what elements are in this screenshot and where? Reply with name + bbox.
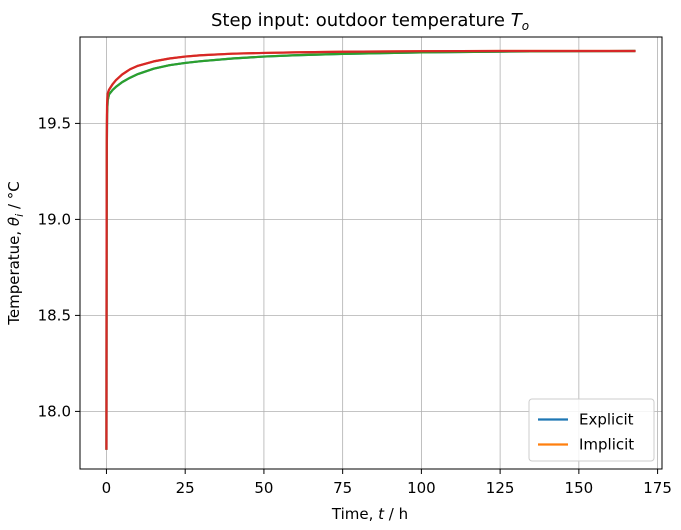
y-axis-label-text: Temperatue,: [5, 226, 23, 326]
chart-title-math: T: [511, 10, 524, 31]
chart-title-sub: o: [522, 19, 529, 33]
grid: [80, 37, 662, 469]
x-tick-label: 75: [333, 479, 352, 497]
y-tick-label: 18.5: [38, 306, 71, 324]
y-axis-label-sub: i: [13, 214, 26, 217]
chart-title-text: Step input: outdoor temperature: [211, 10, 511, 31]
x-tick-label: 150: [565, 479, 594, 497]
x-axis-label-unit: / h: [384, 505, 408, 523]
legend-label: Implicit: [579, 436, 634, 454]
x-tick-label: 175: [643, 479, 672, 497]
y-tick-label: 19.0: [38, 210, 71, 228]
y-axis-label-math: θ: [5, 217, 23, 226]
y-axis-label-unit: / °C: [5, 181, 23, 214]
chart-title: Step input: outdoor temperature To: [211, 10, 529, 33]
x-tick-label: 100: [407, 479, 436, 497]
ticks: 0 25 50 75 100 125 150 175 18.0 18.5 19.0 19.5: [38, 114, 672, 497]
series-line-4: [105, 49, 636, 450]
y-tick-label: 19.5: [38, 114, 71, 132]
series-group: [105, 49, 636, 450]
plot-frame: [79, 36, 663, 470]
series-line-2: [105, 49, 636, 450]
y-tick-label: 18.0: [38, 402, 71, 420]
x-tick-label: 25: [176, 479, 195, 497]
legend: Explicit Implicit: [528, 398, 655, 462]
x-tick-label: 50: [254, 479, 273, 497]
x-tick-label: 0: [102, 479, 112, 497]
x-axis-label-text: Time,: [331, 505, 378, 523]
series-line-3: [105, 49, 636, 450]
legend-label: Explicit: [579, 411, 634, 429]
x-tick-label: 125: [486, 479, 515, 497]
series-line-1: [105, 49, 636, 450]
x-axis-label-math: t: [378, 505, 385, 523]
x-axis-label: Time, t / h: [331, 505, 408, 523]
y-axis-label: Temperatue, θi / °C: [5, 181, 26, 326]
